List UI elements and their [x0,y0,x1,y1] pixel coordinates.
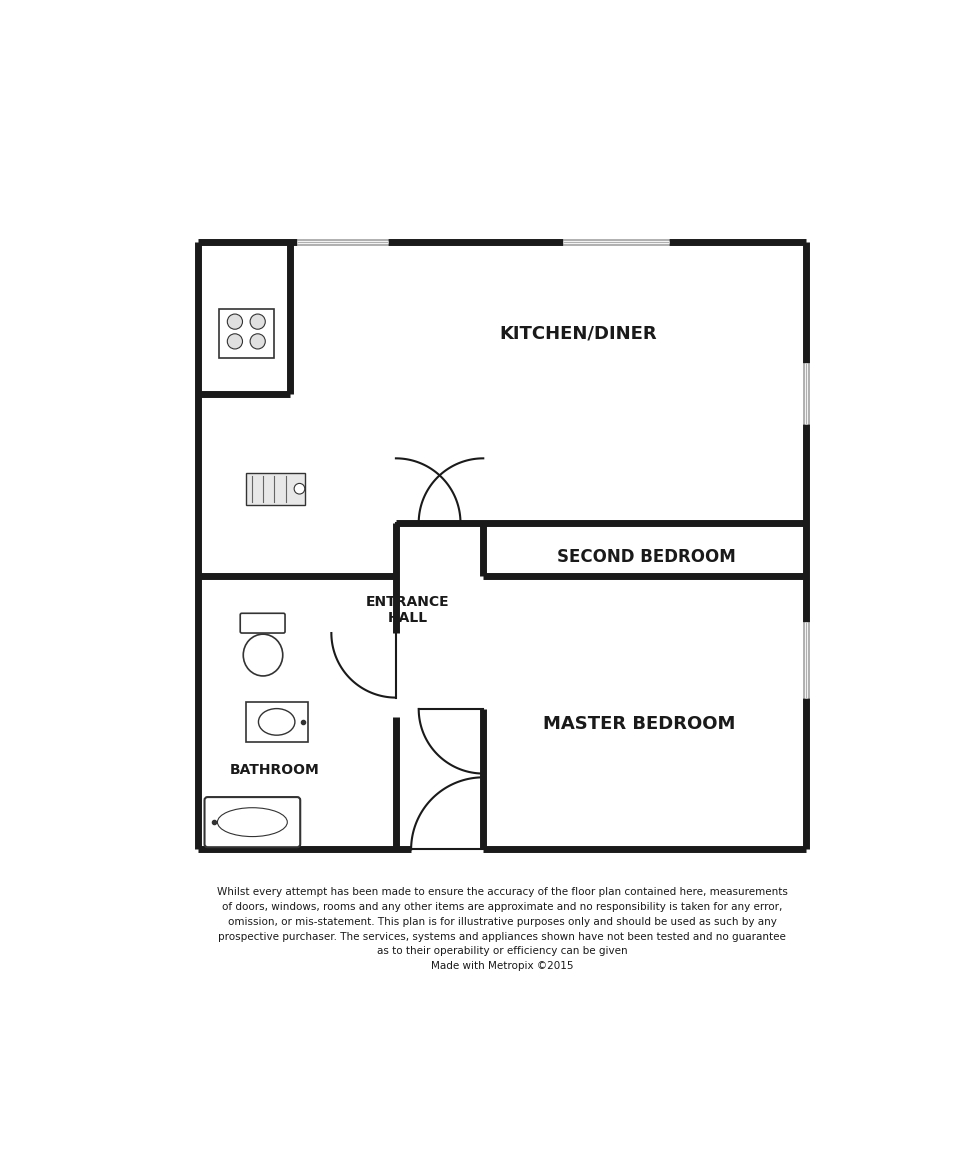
Ellipse shape [218,808,287,836]
FancyBboxPatch shape [205,797,300,847]
Ellipse shape [259,709,295,735]
Text: ENTRANCE
HALL: ENTRANCE HALL [366,595,449,625]
Circle shape [250,314,266,330]
Ellipse shape [243,634,283,676]
Circle shape [250,334,266,349]
Bar [246,702,308,741]
Text: SECOND BEDROOM: SECOND BEDROOM [558,548,736,566]
Text: BATHROOM: BATHROOM [229,763,319,777]
Text: KITCHEN/DINER: KITCHEN/DINER [500,324,657,342]
Bar [219,309,273,358]
FancyBboxPatch shape [240,614,285,633]
Circle shape [294,484,305,494]
Circle shape [227,334,242,349]
Text: MASTER BEDROOM: MASTER BEDROOM [543,715,735,733]
Text: Whilst every attempt has been made to ensure the accuracy of the floor plan cont: Whilst every attempt has been made to en… [217,887,788,971]
Circle shape [227,314,242,330]
Bar [246,472,305,504]
